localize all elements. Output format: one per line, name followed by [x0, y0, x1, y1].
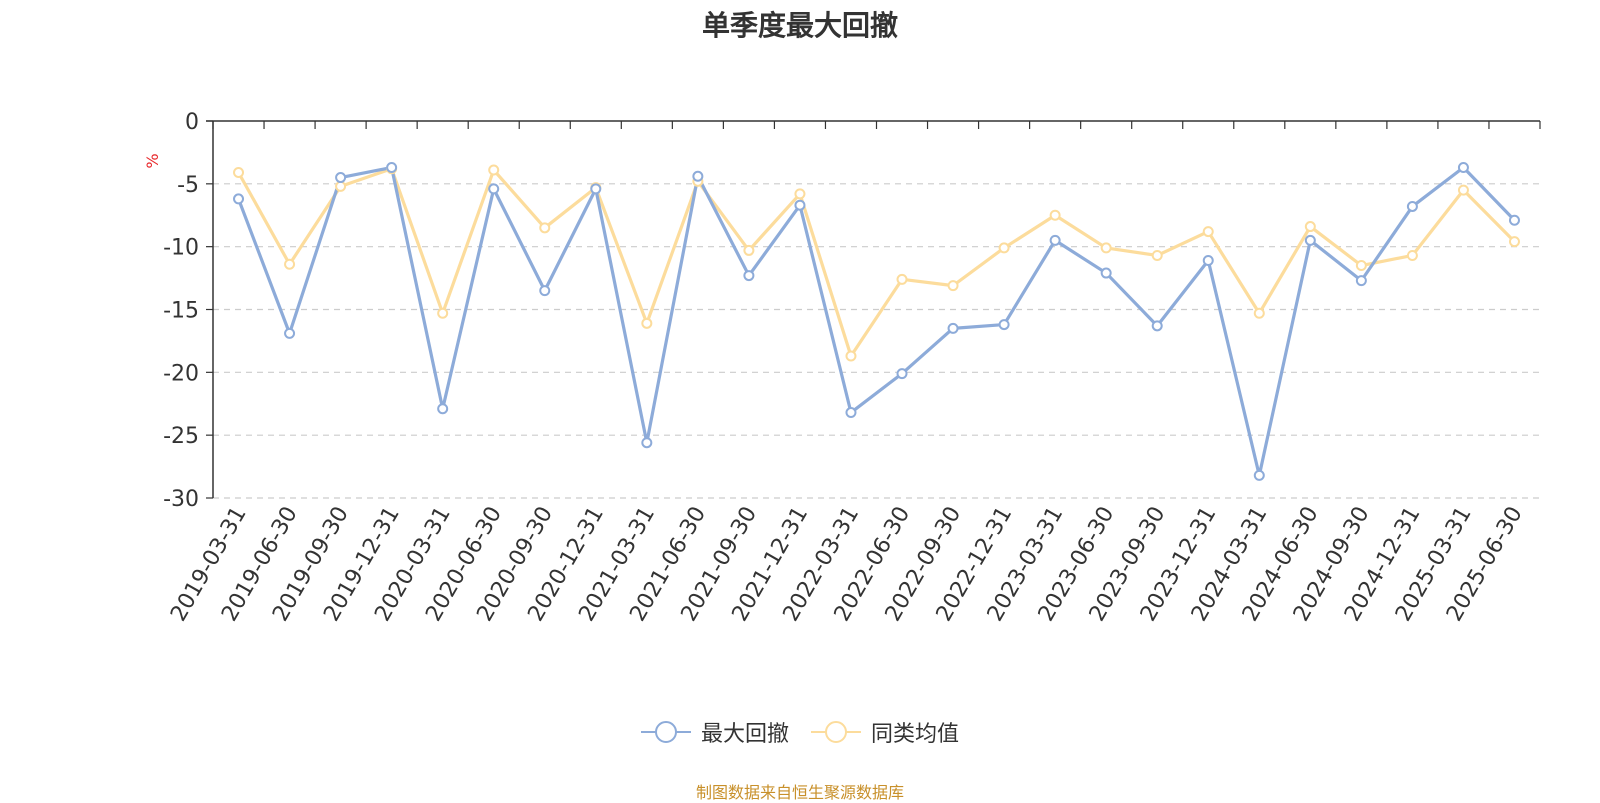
- data-point-0: [1100, 267, 1112, 279]
- data-point-0: [488, 183, 500, 195]
- data-point-0: [386, 161, 398, 173]
- data-point-0: [1508, 214, 1520, 226]
- data-point-1: [1406, 249, 1418, 261]
- data-point-0: [1253, 469, 1265, 481]
- legend: 最大回撤 同类均值: [0, 716, 1600, 748]
- source-note: 制图数据来自恒生聚源数据库: [695, 783, 904, 802]
- data-point-1: [896, 273, 908, 285]
- data-point-0: [1355, 275, 1367, 287]
- y-axis-label: %: [143, 153, 162, 168]
- data-point-1: [1151, 249, 1163, 261]
- data-point-0: [692, 170, 704, 182]
- data-point-1: [1253, 307, 1265, 319]
- data-point-0: [437, 403, 449, 415]
- data-point-1: [233, 167, 245, 179]
- data-point-0: [896, 368, 908, 380]
- y-tick-label: -10: [163, 236, 199, 261]
- data-point-1: [1457, 184, 1469, 196]
- y-tick-label: 0: [185, 110, 199, 135]
- data-point-1: [335, 180, 347, 192]
- data-point-0: [641, 437, 653, 449]
- legend-marker-icon: [640, 721, 691, 743]
- y-tick-label: -30: [163, 487, 199, 512]
- data-point-0: [794, 199, 806, 211]
- data-point-0: [284, 327, 296, 339]
- legend-label: 同类均值: [871, 722, 960, 747]
- data-point-0: [1202, 254, 1214, 266]
- data-point-0: [335, 172, 347, 184]
- legend-item-series-1[interactable]: 同类均值: [811, 716, 959, 748]
- data-point-0: [1457, 161, 1469, 173]
- y-tick-label: -15: [163, 299, 199, 324]
- data-point-1: [1049, 209, 1061, 221]
- data-point-1: [1202, 226, 1214, 238]
- data-point-1: [641, 317, 653, 329]
- data-point-0: [1406, 200, 1418, 212]
- series-layer: [233, 161, 1520, 481]
- data-point-0: [947, 322, 959, 334]
- data-point-1: [845, 350, 857, 362]
- data-point-0: [590, 183, 602, 195]
- data-point-1: [998, 242, 1010, 254]
- data-point-0: [1151, 320, 1163, 332]
- data-point-1: [743, 244, 755, 256]
- data-point-1: [437, 307, 449, 319]
- y-tick-label: -25: [163, 424, 199, 449]
- data-point-1: [1508, 236, 1520, 248]
- data-point-1: [794, 188, 806, 200]
- series-line-0: [237, 165, 1516, 477]
- data-point-0: [1049, 234, 1061, 246]
- data-point-1: [1355, 260, 1367, 272]
- y-tick-label: -5: [177, 173, 199, 198]
- data-point-1: [539, 222, 551, 234]
- data-point-1: [284, 258, 296, 270]
- axis-layer: [206, 120, 1541, 499]
- data-point-0: [233, 193, 245, 205]
- data-point-1: [488, 164, 500, 176]
- data-point-0: [539, 285, 551, 297]
- label-layer: 0-5-10-15-20-25-30%2019-03-312019-06-302…: [143, 110, 1528, 626]
- data-point-0: [1304, 234, 1316, 246]
- legend-marker-icon: [811, 721, 861, 743]
- y-tick-label: -20: [163, 361, 199, 386]
- data-point-0: [743, 270, 755, 282]
- data-point-1: [1100, 242, 1112, 254]
- legend-label: 最大回撤: [700, 722, 789, 747]
- data-point-0: [998, 319, 1010, 331]
- series-line-1: [237, 167, 1516, 358]
- data-point-0: [845, 407, 857, 419]
- legend-item-series-0[interactable]: 最大回撤: [640, 716, 789, 748]
- chart-title: 单季度最大回撤: [701, 9, 898, 42]
- data-point-1: [1304, 221, 1316, 233]
- data-point-1: [947, 280, 959, 292]
